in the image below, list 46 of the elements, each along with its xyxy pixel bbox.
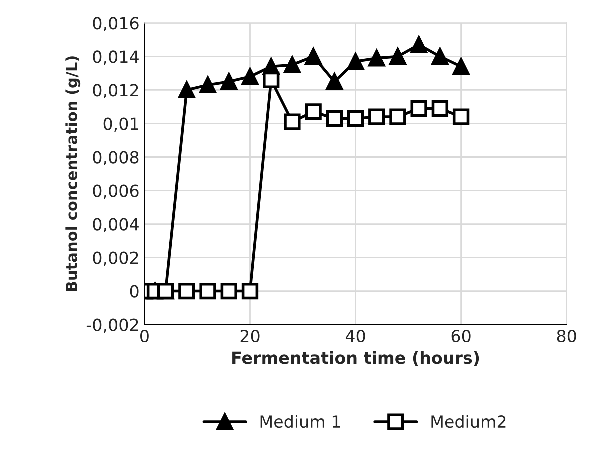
point	[305, 104, 322, 120]
point	[347, 53, 364, 70]
x-tick-label: 0	[140, 330, 149, 343]
y-tick-label: 0,01	[104, 118, 138, 132]
point	[284, 56, 301, 74]
point	[242, 68, 259, 86]
point	[242, 282, 259, 300]
point	[220, 282, 238, 300]
point	[432, 100, 449, 117]
x-tick-label: 20	[240, 330, 260, 343]
legend-label: Medium 1	[260, 415, 340, 428]
point	[305, 48, 322, 66]
point	[326, 110, 343, 128]
point	[178, 282, 196, 300]
point	[263, 72, 280, 89]
y-tick-label: 0,008	[93, 151, 139, 166]
point	[220, 74, 238, 90]
point	[390, 108, 406, 126]
y-axis-title: Butanol concentration (g/L)	[66, 56, 81, 292]
y-tick-label: -0,002	[86, 318, 138, 334]
point	[390, 48, 406, 66]
point	[200, 282, 216, 300]
legend-label: Medium2	[432, 415, 506, 428]
point	[432, 48, 449, 66]
x-tick-label: 40	[346, 330, 366, 343]
y-tick-label: 0	[130, 285, 139, 298]
point	[452, 58, 470, 76]
y-tick-label: 0,006	[93, 184, 139, 200]
x-axis-title: Fermentation time (hours)	[232, 351, 480, 366]
y-tick-label: 0,016	[93, 17, 139, 32]
x-tick-label: 60	[452, 330, 471, 343]
y-tick-label: 0,012	[93, 84, 138, 98]
point	[326, 74, 343, 90]
y-tick-label: 0,014	[93, 50, 139, 65]
point	[347, 110, 364, 128]
point	[368, 50, 386, 67]
x-tick-label: 80	[557, 330, 576, 343]
point	[368, 108, 386, 126]
point	[178, 82, 196, 99]
point	[410, 36, 428, 54]
point	[410, 100, 428, 117]
point	[452, 108, 470, 126]
point	[284, 114, 301, 130]
point	[200, 76, 216, 94]
y-tick-label: 0,004	[93, 218, 139, 233]
y-tick-label: 0,002	[93, 252, 138, 266]
